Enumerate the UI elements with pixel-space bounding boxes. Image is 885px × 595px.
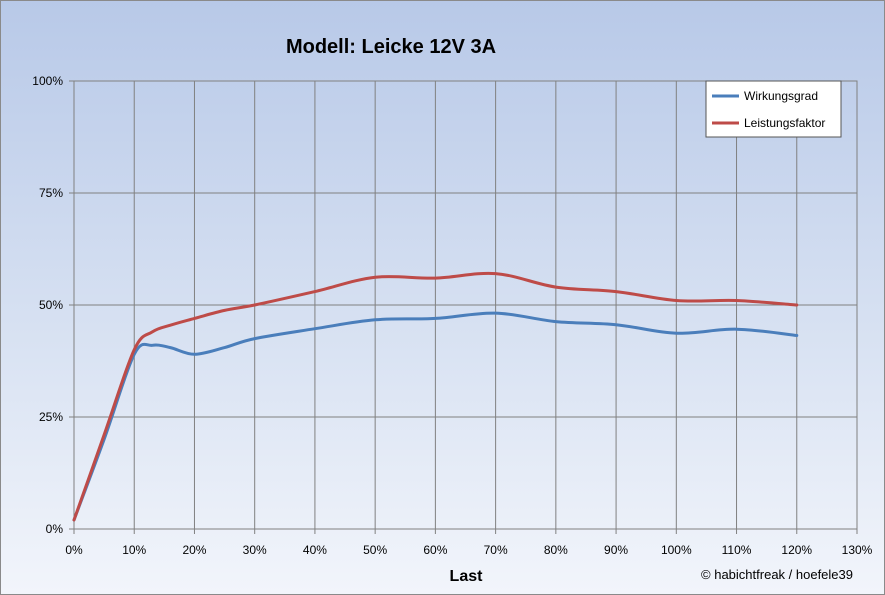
x-tick-label: 30% <box>243 543 267 557</box>
y-tick-label: 100% <box>32 74 63 88</box>
x-tick-label: 60% <box>423 543 447 557</box>
x-tick-label: 100% <box>661 543 692 557</box>
series-lines <box>72 271 799 522</box>
x-tick-label: 10% <box>122 543 146 557</box>
legend-box <box>705 80 842 138</box>
x-tick-label: 40% <box>303 543 327 557</box>
credit-text: © habichtfreak / hoefele39 <box>701 567 853 582</box>
legend-label: Leistungsfaktor <box>744 116 825 130</box>
y-axis-ticks: 0% 25% 50% 75% 100% <box>32 74 63 536</box>
x-tick-label: 70% <box>484 543 508 557</box>
y-tick-label: 75% <box>39 186 63 200</box>
x-axis-label: Last <box>450 568 484 585</box>
x-tick-label: 120% <box>781 543 812 557</box>
y-tick-label: 25% <box>39 410 63 424</box>
x-tick-label: 130% <box>842 543 873 557</box>
chart-title: Modell: Leicke 12V 3A <box>286 36 496 58</box>
x-tick-label: 20% <box>182 543 206 557</box>
legend-label: Wirkungsgrad <box>744 89 818 103</box>
y-tick-label: 50% <box>39 298 63 312</box>
grid-lines <box>69 80 858 534</box>
series-line-wirkungsgrad <box>72 311 799 522</box>
x-tick-label: 110% <box>722 543 752 557</box>
x-tick-label: 50% <box>363 543 387 557</box>
x-axis-ticks: 0% 10% 20% 30% 40% 50% 60% 70% 80% 90% 100% 110% 120… <box>65 543 872 557</box>
legend: Wirkungsgrad Leistungsfaktor <box>705 80 842 138</box>
x-tick-label: 90% <box>604 543 628 557</box>
x-tick-label: 80% <box>544 543 568 557</box>
series-line-leistungsfaktor <box>72 271 799 522</box>
y-tick-label: 0% <box>46 522 64 536</box>
x-tick-label: 0% <box>65 543 83 557</box>
